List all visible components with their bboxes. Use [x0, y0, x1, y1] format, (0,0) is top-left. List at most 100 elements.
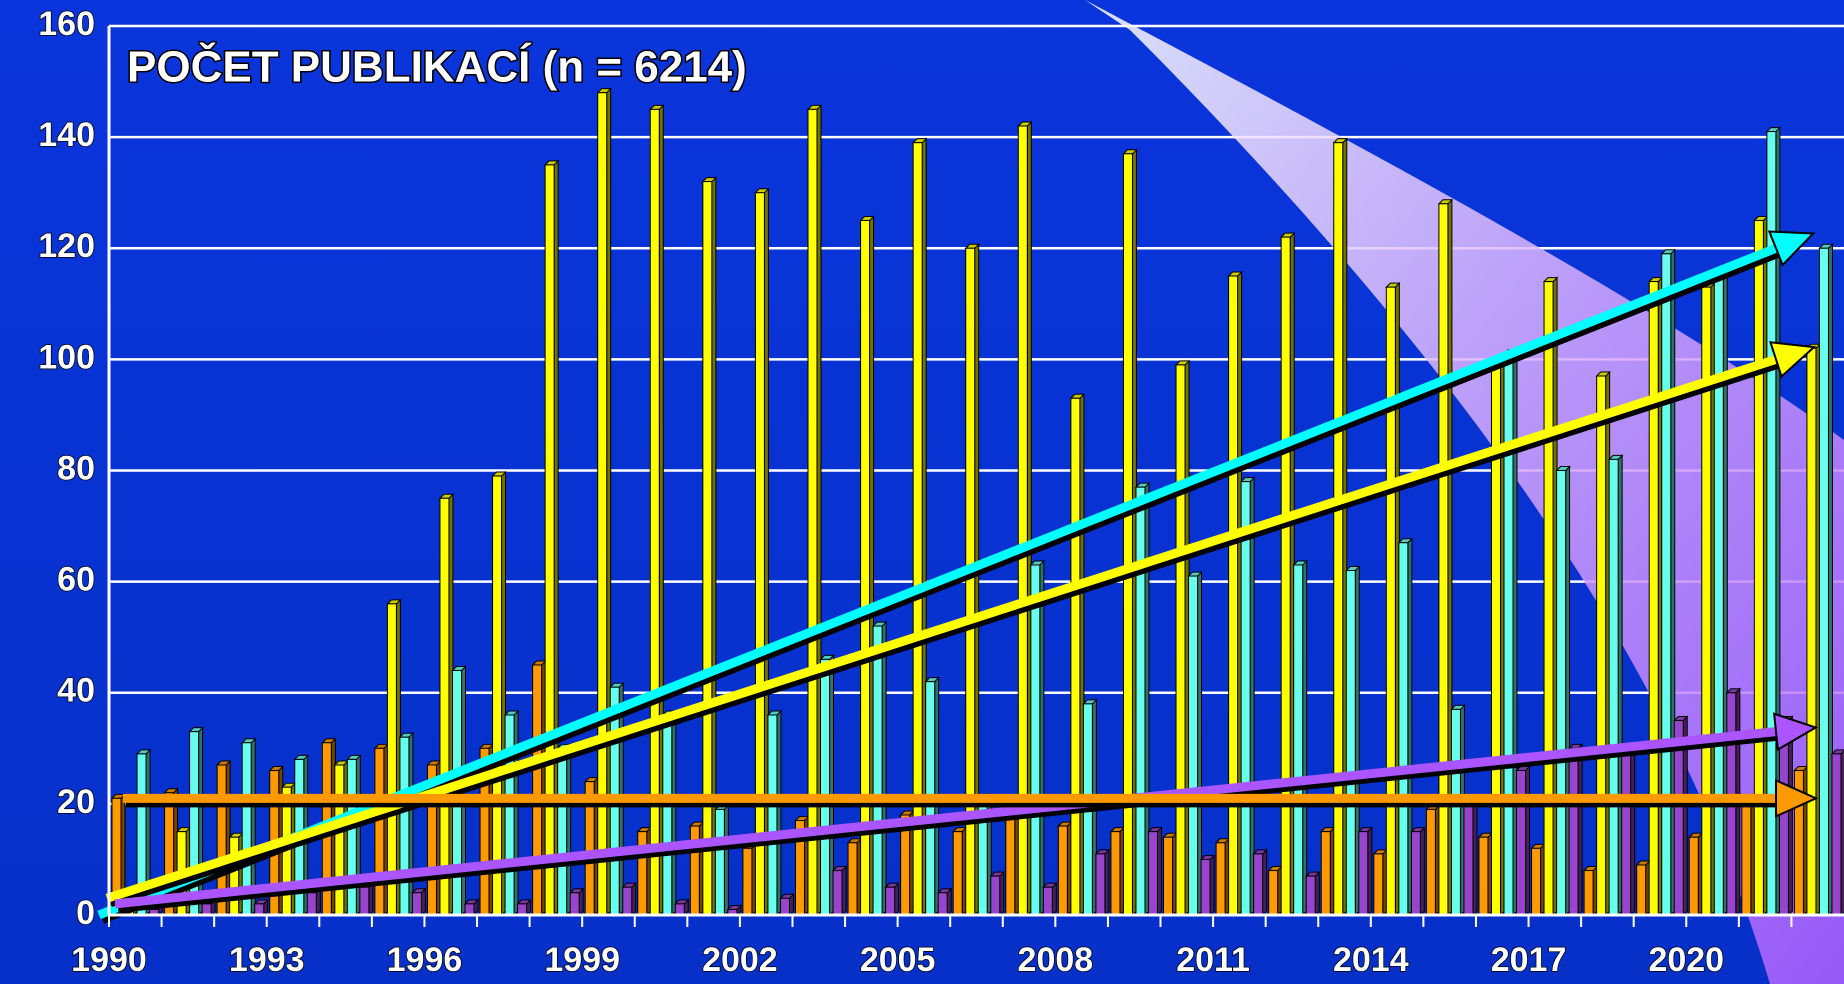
bar	[1478, 836, 1489, 916]
bar	[1741, 803, 1752, 916]
x-tick-label: 1999	[544, 941, 620, 979]
bar	[1831, 753, 1842, 916]
bar	[767, 714, 778, 916]
bar-depth	[1525, 765, 1531, 917]
bar	[334, 764, 345, 916]
bar	[937, 892, 948, 916]
bar	[306, 892, 317, 916]
trend-arrowhead	[1775, 778, 1819, 818]
bar	[1110, 831, 1121, 916]
y-tick-label: 80	[57, 449, 95, 487]
bar	[1410, 831, 1421, 916]
bar	[464, 903, 475, 916]
bar	[374, 747, 385, 916]
bar	[1280, 236, 1291, 916]
x-tick-label: 2005	[860, 941, 936, 979]
y-tick-label: 40	[57, 672, 95, 710]
bar	[504, 714, 515, 916]
bar	[254, 903, 265, 916]
bar	[1228, 275, 1239, 916]
bar	[1661, 253, 1672, 916]
bar	[346, 758, 357, 916]
bar	[1305, 875, 1316, 916]
bar	[885, 886, 896, 916]
bar	[359, 886, 370, 916]
bar	[1268, 870, 1279, 916]
bar	[1240, 481, 1251, 916]
x-tick-label: 2002	[702, 941, 778, 979]
x-tick-label: 2017	[1491, 941, 1567, 979]
bar	[872, 625, 883, 916]
bar	[662, 714, 673, 916]
bar	[1543, 281, 1554, 916]
trend-arrowhead	[1769, 341, 1817, 379]
bar	[714, 808, 725, 916]
bar	[952, 831, 963, 916]
bar	[1253, 853, 1264, 916]
bar-depth	[1630, 743, 1636, 917]
bar	[1568, 747, 1579, 916]
bar-depth	[1314, 870, 1320, 917]
bar	[1175, 364, 1186, 916]
bar	[1147, 831, 1158, 916]
bar-depth	[894, 882, 900, 917]
x-tick-label: 1993	[229, 941, 305, 979]
bar	[847, 842, 858, 916]
bar	[1030, 564, 1041, 916]
bar-depth	[1367, 826, 1373, 917]
bar	[1608, 458, 1619, 916]
bar-depth	[631, 882, 637, 917]
bar	[1583, 870, 1594, 916]
bar	[439, 497, 450, 916]
bar	[557, 747, 568, 916]
bar	[1345, 570, 1356, 916]
bar	[742, 847, 753, 916]
bar	[1818, 247, 1829, 916]
bar	[990, 875, 1001, 916]
bar	[820, 658, 831, 916]
bar-depth	[1419, 826, 1425, 917]
bar	[229, 836, 240, 916]
bar	[1713, 275, 1724, 916]
bar-depth	[1156, 826, 1162, 917]
bar	[1648, 281, 1659, 916]
bar	[1373, 853, 1384, 916]
bar-depth	[408, 731, 414, 917]
bar	[532, 664, 543, 916]
bar	[1005, 814, 1016, 916]
bar	[1042, 886, 1053, 916]
bar-depth	[999, 870, 1005, 917]
bar	[1425, 808, 1436, 916]
bar	[1293, 564, 1304, 916]
bar	[1070, 397, 1081, 916]
bar	[1057, 825, 1068, 916]
bar	[1215, 842, 1226, 916]
trend-arrowhead	[1767, 230, 1816, 267]
bar-depth	[881, 620, 887, 917]
bar-depth	[841, 865, 847, 917]
bar	[1463, 803, 1474, 916]
bar	[399, 736, 410, 916]
bar	[1320, 831, 1331, 916]
bar	[1450, 708, 1461, 916]
bar-depth	[1051, 882, 1057, 917]
bar-depth	[671, 709, 677, 917]
bar	[1188, 575, 1199, 916]
bar-depth	[513, 709, 519, 917]
bar	[1385, 286, 1396, 916]
bar	[832, 870, 843, 916]
bar-depth	[1262, 848, 1268, 917]
bar	[1778, 720, 1789, 916]
bar	[1516, 770, 1527, 916]
bar	[779, 897, 790, 916]
bar	[1688, 836, 1699, 916]
bar	[1095, 853, 1106, 916]
bar	[1358, 831, 1369, 916]
y-tick-label: 140	[38, 116, 95, 154]
y-tick-label: 160	[38, 5, 95, 43]
x-tick-label: 2020	[1648, 941, 1724, 979]
bar	[1163, 836, 1174, 916]
bar	[1596, 375, 1607, 916]
bar	[1636, 864, 1647, 916]
bar	[1503, 353, 1514, 916]
